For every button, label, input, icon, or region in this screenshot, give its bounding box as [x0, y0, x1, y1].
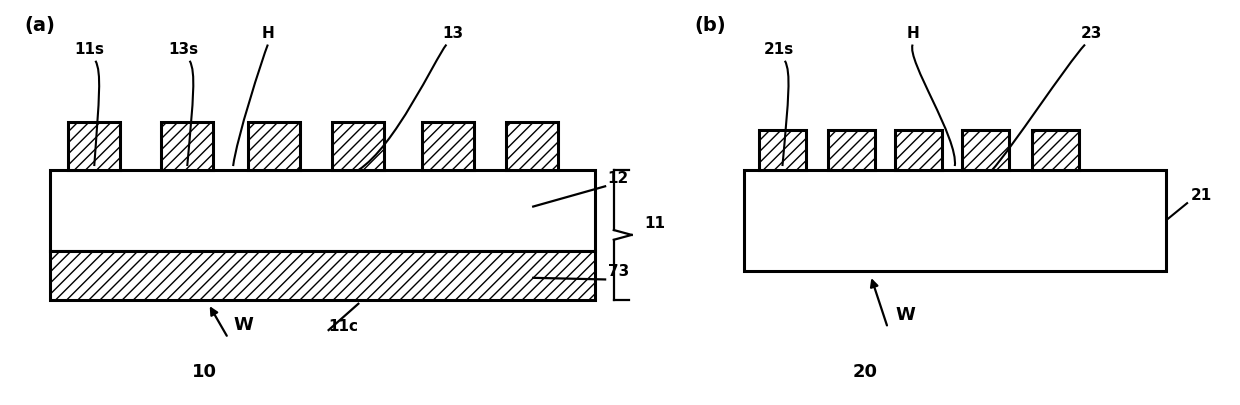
FancyBboxPatch shape [50, 170, 595, 251]
FancyBboxPatch shape [161, 122, 213, 170]
Text: H: H [262, 26, 274, 40]
Text: 11: 11 [645, 216, 666, 231]
Text: 20: 20 [853, 363, 878, 381]
FancyBboxPatch shape [828, 130, 875, 170]
Text: 21: 21 [1190, 188, 1211, 202]
Text: 13: 13 [441, 26, 464, 40]
Text: W: W [233, 316, 253, 334]
FancyBboxPatch shape [895, 130, 942, 170]
FancyBboxPatch shape [248, 122, 300, 170]
Text: 11s: 11s [74, 42, 104, 57]
FancyBboxPatch shape [744, 170, 1166, 271]
Text: 21s: 21s [764, 42, 794, 57]
Text: 10: 10 [192, 363, 217, 381]
FancyBboxPatch shape [332, 122, 384, 170]
Text: 23: 23 [1080, 26, 1102, 40]
FancyBboxPatch shape [506, 122, 558, 170]
Text: 12: 12 [608, 171, 629, 186]
Text: 11c: 11c [329, 319, 358, 334]
Text: 73: 73 [608, 264, 629, 279]
Text: (b): (b) [694, 16, 727, 35]
Text: H: H [906, 26, 919, 40]
FancyBboxPatch shape [422, 122, 474, 170]
FancyBboxPatch shape [759, 130, 806, 170]
FancyBboxPatch shape [962, 130, 1009, 170]
Text: W: W [895, 306, 915, 324]
FancyBboxPatch shape [50, 251, 595, 300]
Text: (a): (a) [25, 16, 56, 35]
Text: 13s: 13s [169, 42, 198, 57]
FancyBboxPatch shape [68, 122, 120, 170]
FancyBboxPatch shape [1032, 130, 1079, 170]
